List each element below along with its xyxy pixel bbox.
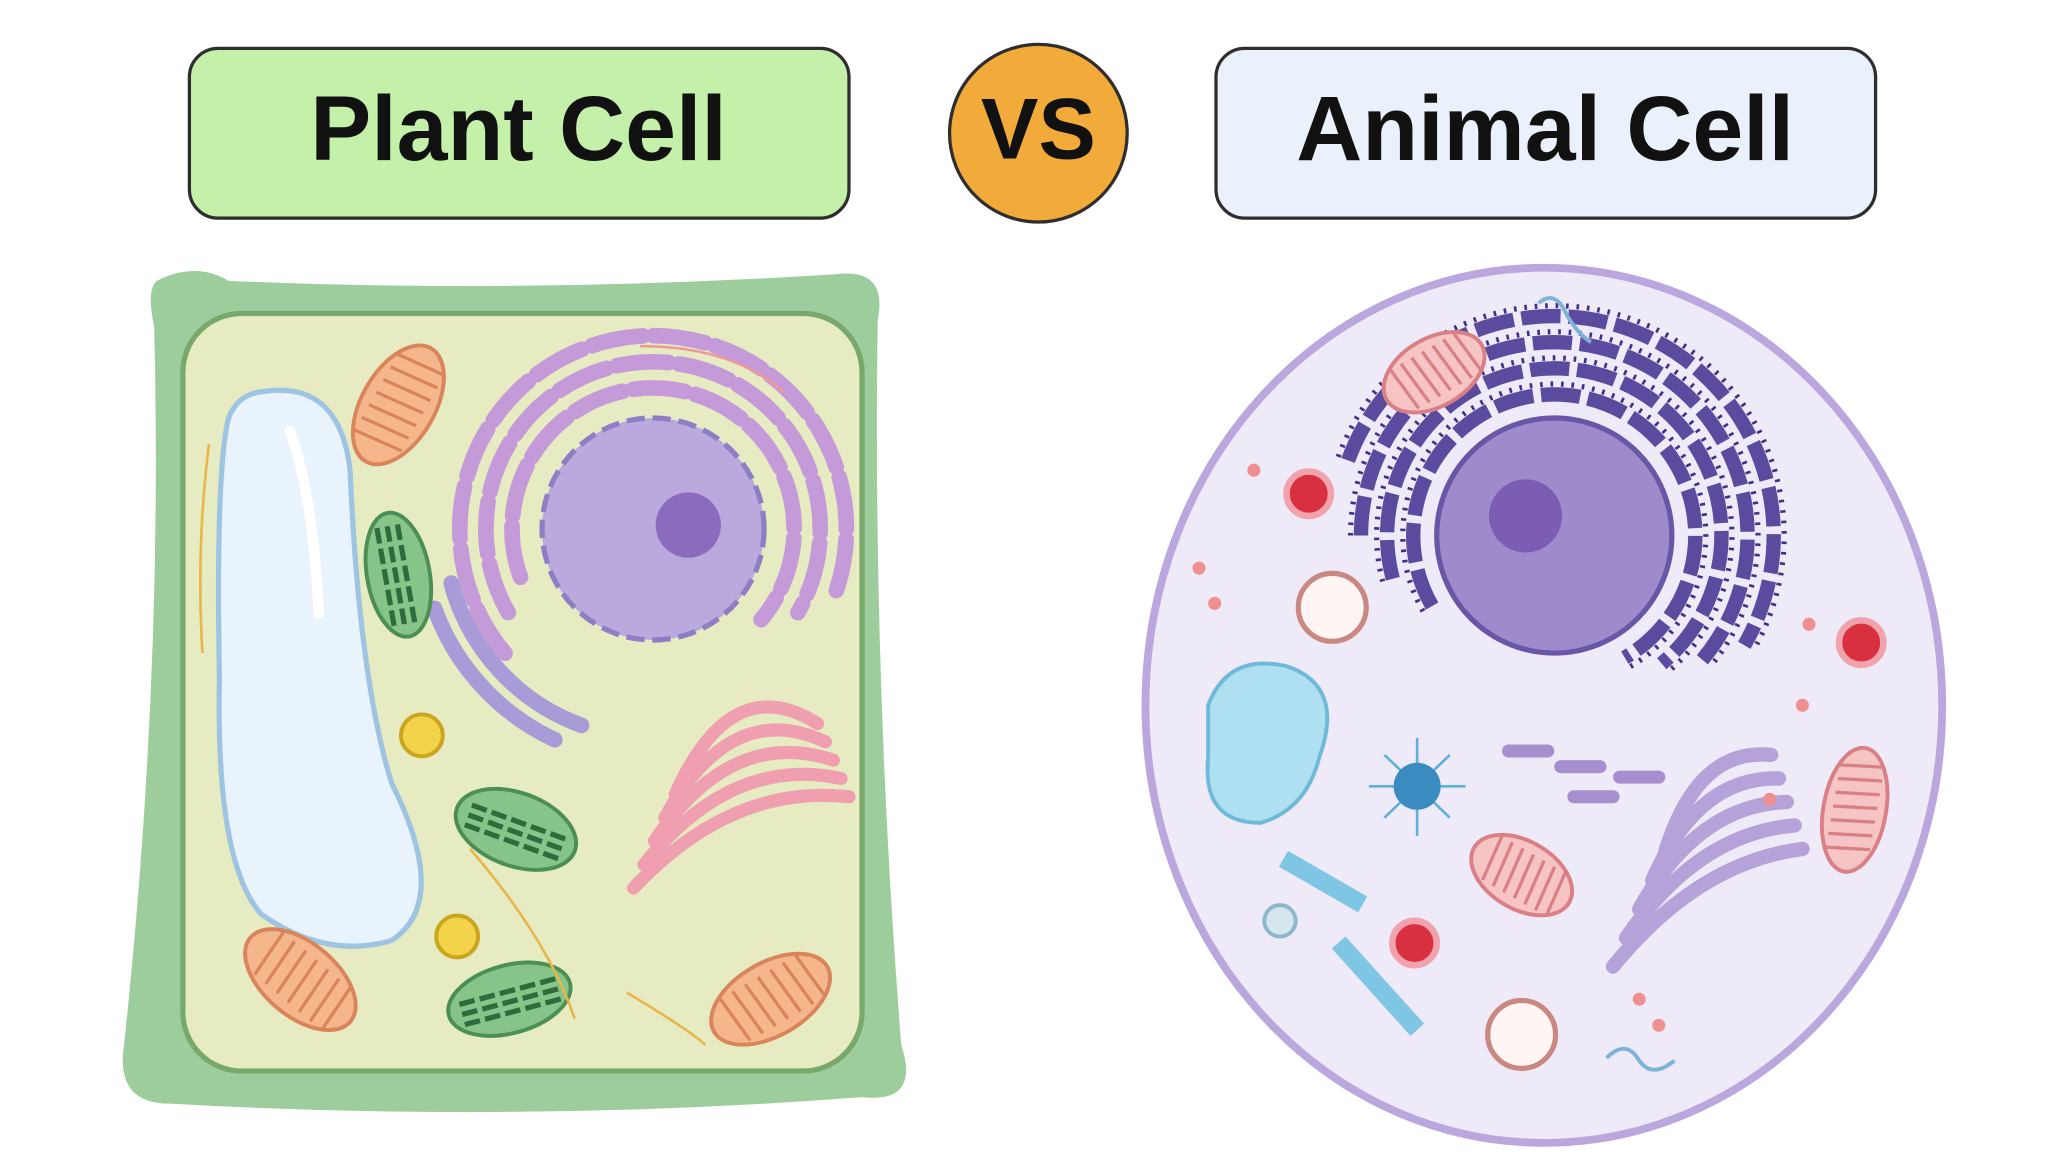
er-membrane bbox=[451, 327, 855, 662]
vesicle bbox=[1485, 997, 1559, 1072]
er-membrane bbox=[1353, 335, 1755, 665]
cristae bbox=[1389, 332, 1484, 410]
ribosomes bbox=[1400, 381, 1709, 669]
centriole bbox=[1393, 762, 1441, 810]
lysosome bbox=[1835, 617, 1887, 669]
filament bbox=[639, 344, 785, 393]
centrosome bbox=[1368, 737, 1466, 836]
left-title: Plant Cell bbox=[310, 78, 727, 180]
cell-membrane bbox=[1141, 263, 1947, 1147]
peroxisome bbox=[434, 913, 480, 960]
granule bbox=[1763, 792, 1777, 806]
vacuole bbox=[1205, 661, 1330, 825]
er-membrane bbox=[1379, 361, 1729, 670]
granule bbox=[1632, 992, 1646, 1006]
vesicle bbox=[1262, 903, 1298, 939]
granule bbox=[1208, 596, 1222, 610]
vs-label: VS bbox=[981, 82, 1096, 178]
mitochondrion bbox=[1469, 832, 1575, 918]
cristae bbox=[353, 352, 446, 453]
microtubule bbox=[1278, 850, 1368, 913]
vesicle bbox=[1295, 570, 1369, 644]
lysosome bbox=[1389, 917, 1440, 969]
filament bbox=[626, 991, 707, 1046]
right-title-box bbox=[1214, 46, 1878, 220]
granule bbox=[1192, 561, 1206, 575]
granule bbox=[1795, 698, 1809, 712]
golgi-cisterna bbox=[626, 788, 856, 895]
vacuole-highlight bbox=[284, 425, 324, 620]
endoplasmic-reticulum bbox=[426, 327, 855, 748]
thylakoid bbox=[463, 802, 567, 862]
filament bbox=[469, 848, 576, 1020]
golgi bbox=[626, 700, 856, 895]
left-title-box bbox=[187, 46, 851, 220]
thylakoid bbox=[458, 976, 562, 1028]
smooth-er bbox=[1502, 744, 1555, 758]
thylakoid bbox=[374, 524, 418, 627]
vs-badge bbox=[947, 42, 1129, 224]
er-membrane bbox=[478, 354, 829, 621]
animal-cell bbox=[1141, 263, 1947, 1147]
lysosome bbox=[1283, 468, 1335, 520]
peroxisome bbox=[399, 712, 445, 759]
organelles bbox=[1192, 330, 1890, 1072]
golgi-cisterna bbox=[1605, 841, 1810, 974]
organelles bbox=[243, 343, 833, 1047]
smooth-er bbox=[1567, 790, 1620, 804]
plant-cell bbox=[122, 271, 907, 1113]
smooth-er bbox=[1613, 770, 1666, 784]
header: Plant Cell VS Animal Cell bbox=[187, 42, 1878, 224]
golgi-cisterna bbox=[1658, 747, 1779, 859]
er-membrane bbox=[1406, 387, 1703, 664]
nucleolus bbox=[1488, 479, 1563, 553]
golgi-cisterna bbox=[647, 745, 840, 848]
filament bbox=[1605, 1046, 1676, 1072]
smooth-er bbox=[443, 575, 590, 734]
ribosomes bbox=[1347, 329, 1761, 669]
cristae bbox=[1825, 763, 1885, 852]
cristae bbox=[718, 954, 827, 1042]
er-membrane bbox=[504, 380, 802, 628]
filament bbox=[198, 443, 211, 654]
granule bbox=[1652, 1018, 1666, 1032]
right-title: Animal Cell bbox=[1296, 78, 1794, 180]
mitochondrion bbox=[350, 343, 446, 467]
nucleus bbox=[539, 415, 767, 643]
mitochondrion bbox=[709, 951, 833, 1047]
cristae bbox=[253, 931, 352, 1032]
rough-er bbox=[1335, 303, 1787, 804]
smooth-er bbox=[426, 600, 563, 748]
nucleolus bbox=[655, 492, 721, 558]
granule bbox=[1247, 463, 1261, 477]
granule bbox=[1802, 617, 1816, 631]
smooth-er bbox=[1554, 760, 1607, 774]
cristae bbox=[1481, 835, 1567, 918]
golgi-cisterna bbox=[637, 767, 848, 872]
golgi-cisterna bbox=[668, 700, 825, 801]
microtubule bbox=[1331, 936, 1425, 1036]
mitochondrion bbox=[243, 927, 358, 1033]
filament bbox=[1537, 296, 1592, 344]
vacuole bbox=[215, 387, 424, 949]
